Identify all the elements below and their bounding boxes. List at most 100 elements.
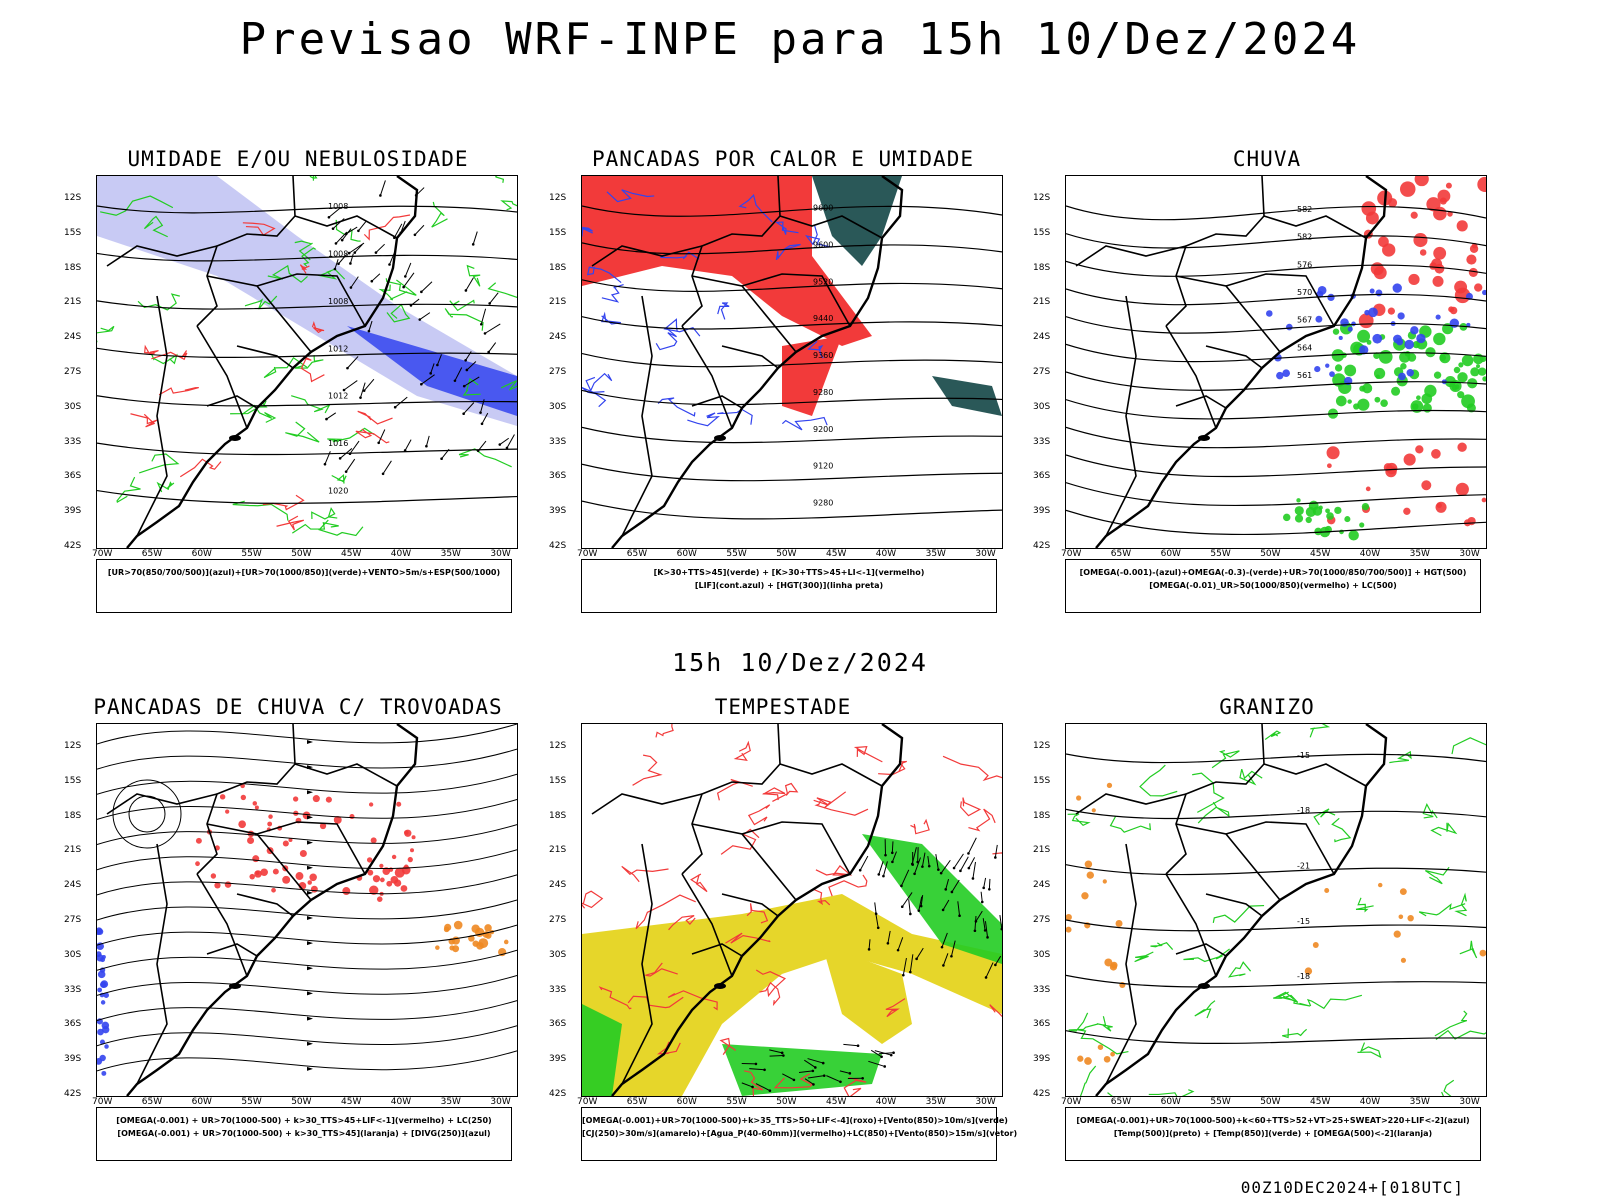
lon-tick-label: 60W	[1160, 549, 1181, 559]
lat-tick-label: 30S	[1033, 949, 1051, 960]
lat-tick-label: 39S	[1033, 506, 1051, 517]
lat-tick-label: 33S	[64, 436, 82, 447]
lon-tick-label: 65W	[626, 1097, 648, 1107]
contour-label: 561	[1297, 371, 1312, 380]
lat-tick-label: 36S	[549, 1019, 567, 1030]
map-umidade[interactable]: 1008 1008 1008 1012 1012 1016 1020	[96, 175, 518, 549]
contour-label: 1012	[328, 344, 348, 353]
lat-tick-label: 30S	[549, 401, 567, 412]
contour-label: 564	[1297, 343, 1312, 352]
lat-tick-label: 39S	[64, 506, 82, 517]
lat-tick-label: 18S	[1033, 810, 1051, 821]
lon-tick-label: 30W	[975, 549, 996, 559]
lon-tick-label: 40W	[875, 1097, 897, 1107]
lon-tick-label: 70W	[92, 549, 113, 559]
panel-title: UMIDADE E/OU NEBULOSIDADE	[127, 147, 469, 171]
legend-line: [OMEGA(-0.001) + UR>70(1000-500) + k>30_…	[116, 1116, 492, 1125]
lon-tick-label: 40W	[390, 1097, 412, 1107]
lon-tick-label: 30W	[490, 549, 511, 559]
legend-line: [CJ(250)>30m/s](amarelo)+[Agua_P(40-60mm…	[582, 1129, 1018, 1138]
contour-label: 1016	[328, 439, 348, 448]
lat-tick-label: 18S	[549, 262, 567, 273]
lon-tick-label: 70W	[1061, 1097, 1082, 1107]
lat-tick-label: 24S	[64, 880, 82, 891]
legend-chuva: [OMEGA(-0.001)-(azul)+OMEGA(-0.3)-(verde…	[1065, 559, 1481, 613]
lat-tick-label: 15S	[1033, 227, 1051, 238]
legend-line: [OMEGA(-0.001)+UR>70(1000-500)+k>35_TTS>…	[582, 1116, 1008, 1125]
lon-tick-label: 40W	[1359, 549, 1381, 559]
lon-tick-label: 65W	[1110, 549, 1132, 559]
lon-tick-label: 55W	[241, 1097, 262, 1107]
contour-label: -15	[1297, 751, 1310, 760]
lon-tick-label: 35W	[1409, 1097, 1430, 1107]
contour-label: 1012	[328, 392, 348, 401]
panel-title: PANCADAS DE CHUVA C/ TROVOADAS	[93, 695, 503, 719]
weather-map	[582, 724, 1002, 1096]
contour-label: 582	[1297, 233, 1312, 242]
lat-tick-label: 30S	[64, 949, 82, 960]
lat-tick-label: 42S	[549, 541, 567, 551]
contour-label: 1020	[328, 487, 348, 496]
lon-tick-label: 35W	[440, 1097, 461, 1107]
lat-tick-label: 12S	[1033, 193, 1051, 203]
lat-tick-label: 30S	[549, 949, 567, 960]
lat-tick-label: 27S	[64, 367, 82, 377]
lon-tick-label: 45W	[1310, 1097, 1331, 1107]
lat-tick-label: 39S	[549, 1054, 567, 1065]
model-run-label: 00Z10DEC2024+[018UTC]	[1240, 1178, 1464, 1197]
map-pancadas-calor[interactable]: 9600 9600 9520 9440 9360 9280 9200 9120 9280	[581, 175, 1003, 549]
contour-label: -18	[1297, 806, 1310, 815]
lat-tick-label: 42S	[1033, 1089, 1051, 1099]
legend-line: [K>30+TTS>45](verde) + [K>30+TTS>45+LI<-…	[653, 568, 925, 577]
main-title: Previsao WRF-INPE para 15h 10/Dez/2024	[239, 14, 1361, 65]
lon-tick-label: 45W	[341, 1097, 362, 1107]
lat-tick-label: 15S	[549, 227, 567, 238]
lat-tick-label: 18S	[549, 810, 567, 821]
contour-label: 9360	[813, 351, 833, 360]
contour-label: 576	[1297, 260, 1312, 269]
lon-tick-label: 45W	[826, 549, 847, 559]
panel-title: CHUVA	[1232, 147, 1302, 171]
contour-label: 582	[1297, 205, 1312, 214]
contour-label: 9600	[813, 240, 833, 249]
legend-line: [LIF](cont.azul) + [HGT(300)](linha pret…	[694, 581, 884, 590]
legend-line: [Temp(500)](preto) + [Temp(850)](verde) …	[1113, 1129, 1433, 1138]
lon-tick-label: 60W	[676, 549, 697, 559]
lat-tick-label: 36S	[1033, 1019, 1051, 1030]
lat-tick-label: 27S	[549, 915, 567, 925]
lon-tick-label: 50W	[1260, 1097, 1281, 1107]
lat-tick-label: 27S	[549, 367, 567, 377]
lon-tick-label: 35W	[925, 549, 946, 559]
map-pancadas-trovoadas[interactable]	[96, 723, 518, 1097]
lon-tick-label: 40W	[875, 549, 897, 559]
lat-tick-label: 12S	[549, 193, 567, 203]
legend-line: [OMEGA(-0.001)-(azul)+OMEGA(-0.3)-(verde…	[1079, 568, 1467, 577]
lat-tick-label: 21S	[549, 297, 567, 308]
lat-tick-label: 39S	[549, 506, 567, 517]
forecast-time-subtitle: 15h 10/Dez/2024	[672, 648, 928, 677]
lon-tick-label: 50W	[776, 549, 797, 559]
panel-pancadas-trovoadas: PANCADAS DE CHUVA C/ TROVOADAS [OMEGA(-0…	[64, 695, 518, 1165]
lon-tick-label: 55W	[241, 549, 262, 559]
map-granizo[interactable]: -15 -18 -21 -15 -18	[1065, 723, 1487, 1097]
weather-map	[97, 724, 517, 1096]
map-chuva[interactable]: 582 582 576 570 567 564 561	[1065, 175, 1487, 549]
lat-tick-label: 21S	[549, 845, 567, 856]
contour-label: 1008	[328, 249, 348, 258]
lon-tick-label: 70W	[92, 1097, 113, 1107]
legend-pancadas-trovoadas: [OMEGA(-0.001) + UR>70(1000-500) + k>30_…	[96, 1107, 512, 1161]
lat-tick-label: 39S	[64, 1054, 82, 1065]
lon-tick-label: 55W	[1210, 549, 1231, 559]
lon-tick-label: 55W	[726, 1097, 747, 1107]
map-tempestade[interactable]	[581, 723, 1003, 1097]
lat-tick-label: 36S	[64, 471, 82, 482]
lat-tick-label: 24S	[1033, 880, 1051, 891]
lat-tick-label: 15S	[549, 775, 567, 786]
legend-line: [UR>70(850/700/500)](azul)+[UR>70(1000/8…	[107, 568, 501, 577]
lat-tick-label: 24S	[549, 880, 567, 891]
lon-tick-label: 60W	[1160, 1097, 1181, 1107]
legend-tempestade: [OMEGA(-0.001)+UR>70(1000-500)+k>35_TTS>…	[581, 1107, 1018, 1161]
lat-tick-label: 42S	[64, 541, 82, 551]
contour-label: 9280	[813, 388, 833, 397]
contour-label: -21	[1297, 861, 1310, 870]
